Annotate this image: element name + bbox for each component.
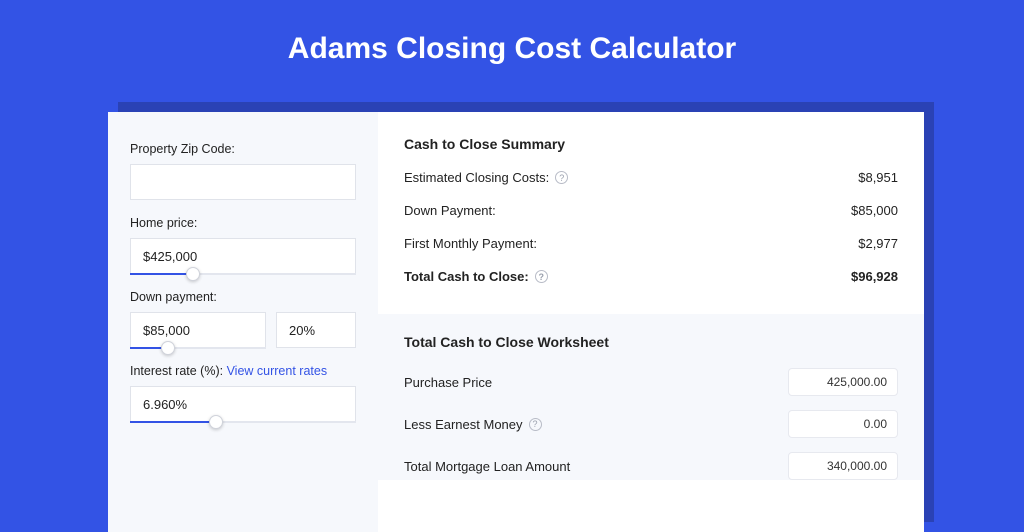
down-payment-slider-thumb[interactable] — [161, 341, 175, 355]
worksheet-input[interactable] — [788, 452, 898, 480]
down-payment-pct-input[interactable] — [276, 312, 356, 348]
worksheet-input[interactable] — [788, 368, 898, 396]
interest-rate-slider-thumb[interactable] — [209, 415, 223, 429]
interest-rate-slider-fill — [130, 421, 216, 423]
summary-value: $96,928 — [851, 269, 898, 284]
field-interest-rate: Interest rate (%): View current rates — [130, 364, 356, 422]
worksheet-row-earnest-money: Less Earnest Money ? — [404, 410, 898, 438]
worksheet-row-purchase-price: Purchase Price — [404, 368, 898, 396]
inputs-panel: Property Zip Code: Home price: Down paym… — [108, 112, 378, 532]
summary-row-closing-costs: Estimated Closing Costs: ? $8,951 — [404, 170, 898, 185]
summary-label: Down Payment: — [404, 203, 496, 218]
worksheet-input[interactable] — [788, 410, 898, 438]
interest-rate-input[interactable] — [130, 386, 356, 422]
view-rates-link[interactable]: View current rates — [227, 364, 328, 378]
down-payment-amount-input[interactable] — [130, 312, 266, 348]
down-payment-label: Down payment: — [130, 290, 356, 304]
summary-row-total: Total Cash to Close: ? $96,928 — [404, 269, 898, 284]
help-icon[interactable]: ? — [555, 171, 568, 184]
summary-row-down-payment: Down Payment: $85,000 — [404, 203, 898, 218]
worksheet-label: Total Mortgage Loan Amount — [404, 459, 570, 474]
section-divider — [404, 302, 898, 314]
summary-label: First Monthly Payment: — [404, 236, 537, 251]
calculator-card: Property Zip Code: Home price: Down paym… — [108, 112, 924, 532]
summary-value: $8,951 — [858, 170, 898, 185]
summary-value: $2,977 — [858, 236, 898, 251]
interest-rate-label-text: Interest rate (%): — [130, 364, 227, 378]
field-home-price: Home price: — [130, 216, 356, 274]
worksheet-panel: Total Cash to Close Worksheet Purchase P… — [378, 314, 924, 480]
field-down-payment: Down payment: — [130, 290, 356, 348]
worksheet-row-mortgage-amount: Total Mortgage Loan Amount — [404, 452, 898, 480]
home-price-slider-thumb[interactable] — [186, 267, 200, 281]
zip-label: Property Zip Code: — [130, 142, 356, 156]
field-zip: Property Zip Code: — [130, 142, 356, 200]
worksheet-label: Less Earnest Money — [404, 417, 523, 432]
summary-value: $85,000 — [851, 203, 898, 218]
summary-label: Estimated Closing Costs: — [404, 170, 549, 185]
help-icon[interactable]: ? — [529, 418, 542, 431]
home-price-slider-fill — [130, 273, 193, 275]
summary-label: Total Cash to Close: — [404, 269, 529, 284]
page-title: Adams Closing Cost Calculator — [0, 0, 1024, 92]
worksheet-label: Purchase Price — [404, 375, 492, 390]
results-panel: Cash to Close Summary Estimated Closing … — [378, 112, 924, 532]
zip-input[interactable] — [130, 164, 356, 200]
interest-rate-label: Interest rate (%): View current rates — [130, 364, 356, 378]
home-price-input[interactable] — [130, 238, 356, 274]
summary-title: Cash to Close Summary — [404, 136, 898, 152]
home-price-label: Home price: — [130, 216, 356, 230]
help-icon[interactable]: ? — [535, 270, 548, 283]
worksheet-title: Total Cash to Close Worksheet — [404, 334, 898, 350]
summary-row-first-payment: First Monthly Payment: $2,977 — [404, 236, 898, 251]
